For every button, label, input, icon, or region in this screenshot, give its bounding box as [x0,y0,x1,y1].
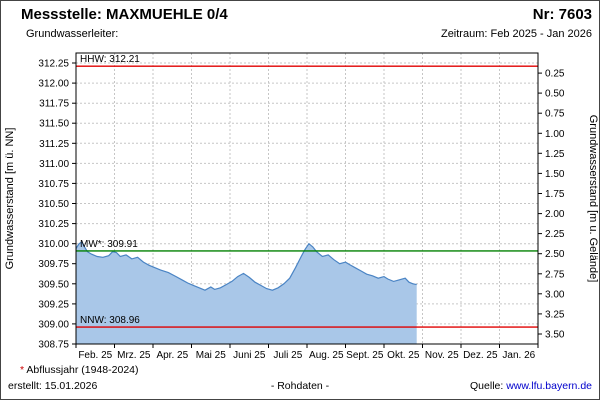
x-axis: Feb. 25 Mrz. 25 Apr. 25 Mai 25 Juni 25 Juli 2… [75,344,539,361]
svg-text:1.25: 1.25 [545,149,565,160]
subheader-row: Grundwasserleiter: Zeitraum: Feb 2025 - … [26,28,592,40]
period-label: Zeitraum: Feb 2025 - Jan 2026 [440,28,592,40]
svg-text:309.50: 309.50 [38,279,69,290]
svg-text:Okt. 25: Okt. 25 [387,350,420,361]
mw-label: MW*: 309.91 [80,239,138,250]
svg-text:Nov. 25: Nov. 25 [425,350,459,361]
svg-text:2.50: 2.50 [545,249,565,260]
svg-text:1.75: 1.75 [545,189,565,200]
created-label: erstellt: 15.01.2026 [8,380,98,392]
footnote-text: Abflussjahr (1948-2024) [24,364,139,376]
svg-text:310.50: 310.50 [38,199,69,210]
source-line: Quelle: www.lfu.bayern.de [470,380,592,392]
header-row: Messstelle: MAXMUEHLE 0/4 Nr: 7603 [21,6,592,23]
svg-text:2.00: 2.00 [545,209,565,220]
rohdaten-label: - Rohdaten - [270,380,330,392]
svg-text:0.50: 0.50 [545,89,565,100]
svg-text:Juli 25: Juli 25 [273,350,302,361]
svg-text:1.50: 1.50 [545,169,565,180]
svg-text:3.50: 3.50 [545,330,565,341]
svg-text:311.75: 311.75 [39,99,69,110]
svg-text:312.25: 312.25 [38,59,69,70]
svg-text:Sept. 25: Sept. 25 [346,350,384,361]
svg-text:309.75: 309.75 [38,259,69,270]
svg-text:Feb. 25: Feb. 25 [78,350,112,361]
svg-text:0.75: 0.75 [545,109,565,120]
svg-text:Mai 25: Mai 25 [196,350,226,361]
svg-text:Juni 25: Juni 25 [233,350,266,361]
y-axis-right: 0.25 0.50 0.75 1.00 1.25 1.50 1.75 2.00 2.25 2.50… [538,69,565,341]
series-area [76,242,417,344]
footnote-asterisk: * [20,364,25,376]
svg-text:309.25: 309.25 [38,299,69,310]
abflussjahr-note: * Abflussjahr (1948-2024) [20,364,139,376]
station-number: Nr: 7603 [532,6,592,23]
svg-text:2.75: 2.75 [545,269,565,280]
svg-text:Aug. 25: Aug. 25 [309,350,344,361]
source-label: Quelle: [470,380,507,392]
page-title: Messstelle: MAXMUEHLE 0/4 [21,6,228,23]
svg-text:311.00: 311.00 [39,159,69,170]
svg-text:2.25: 2.25 [545,229,565,240]
series-line [75,241,417,291]
svg-text:0.25: 0.25 [545,69,565,80]
svg-text:310.25: 310.25 [38,219,69,230]
svg-text:312.00: 312.00 [38,79,69,90]
svg-text:3.00: 3.00 [545,289,565,300]
svg-text:310.75: 310.75 [38,179,69,190]
nnw-label: NNW: 308.96 [80,315,140,326]
svg-text:Mrz. 25: Mrz. 25 [117,350,151,361]
gridlines [76,53,538,344]
svg-text:311.50: 311.50 [39,119,69,130]
svg-text:3.25: 3.25 [545,309,565,320]
svg-text:Dez. 25: Dez. 25 [463,350,498,361]
svg-text:309.00: 309.00 [38,319,69,330]
svg-text:Apr. 25: Apr. 25 [156,350,188,361]
aquifer-label: Grundwasserleiter: [26,28,119,40]
svg-text:308.75: 308.75 [38,340,69,351]
y-axis-left-title: Grundwasserstand [m ü. NN] [4,128,16,270]
hhw-label: HHW: 312.21 [80,54,140,65]
svg-text:310.00: 310.00 [38,239,69,250]
svg-text:311.25: 311.25 [39,139,69,150]
y-axis-right-title: Grundwasserstand [m u. Gelände] [587,115,599,283]
y-axis-left: 312.25 312.00 311.75 311.50 311.25 311.00 310.… [38,59,76,351]
svg-text:1.00: 1.00 [545,129,565,140]
svg-text:Jan. 26: Jan. 26 [502,350,535,361]
source-link[interactable]: www.lfu.bayern.de [506,380,592,392]
